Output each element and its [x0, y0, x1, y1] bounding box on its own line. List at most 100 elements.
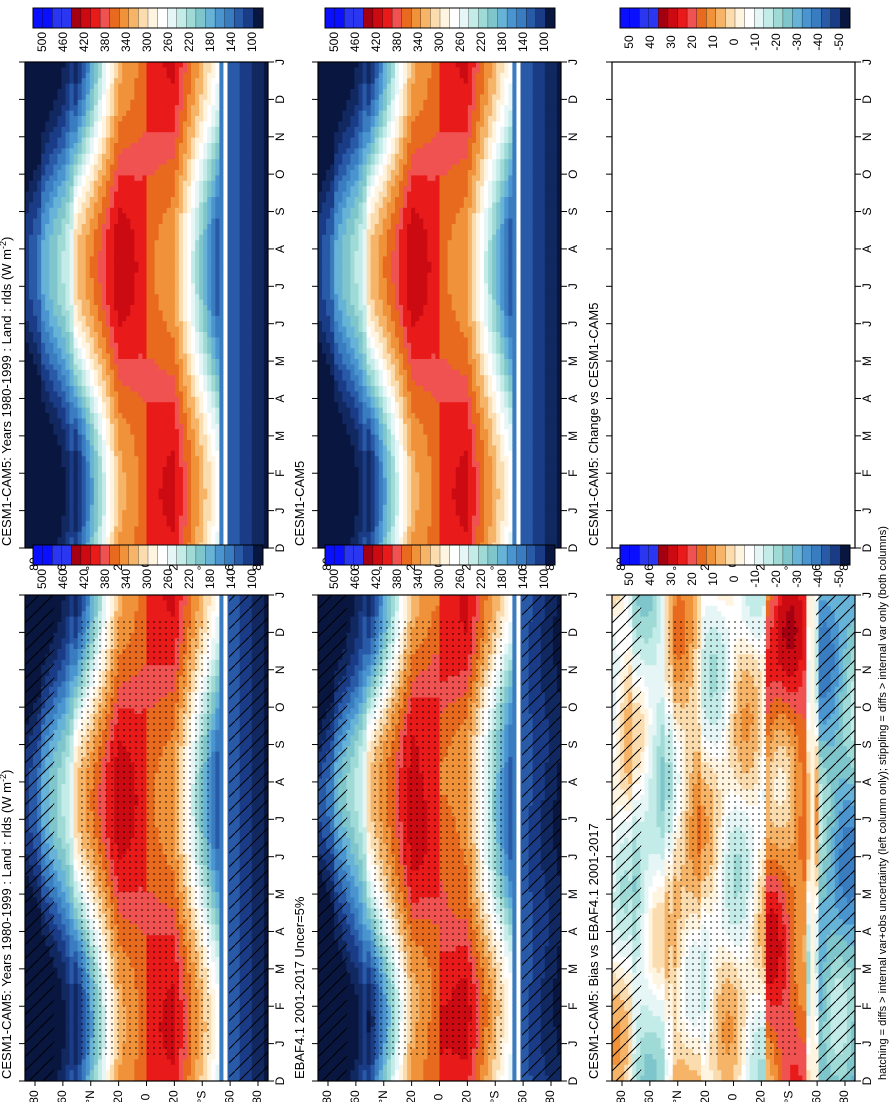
month-tick-label: S	[273, 741, 287, 749]
colorbar-swatch	[497, 544, 508, 566]
colorbar-swatch	[696, 544, 707, 566]
month-tick-label: J	[273, 592, 287, 598]
colorbar-swatch	[629, 7, 640, 29]
colorbar-swatch	[324, 7, 336, 29]
colorbar-swatch	[468, 544, 479, 566]
colorbar-swatch	[363, 544, 374, 566]
colorbar-swatch	[773, 544, 784, 566]
month-tick-label: J	[860, 854, 874, 860]
colorbar-swatch	[243, 544, 254, 566]
heatmap-field	[25, 595, 268, 1081]
colorbar-swatch	[811, 7, 822, 29]
colorbar-swatch	[658, 7, 669, 29]
colorbar-swatch	[119, 7, 130, 29]
month-tick-label: A	[566, 927, 580, 935]
colorbar: 500 460 420 380 340 300 260 220 180 140 100	[324, 7, 556, 52]
panel-2: D J F M A M J J A S O N D J 80 60 °N 20 0 20 °S 60 80 EBAF4.1 2…	[292, 544, 580, 1102]
month-tick-label: J	[860, 592, 874, 598]
panel-title: CESM1-CAM5: Years 1980-1999 : Land : rld…	[0, 237, 14, 546]
lat-tick-label: 80	[250, 1090, 264, 1102]
colorbar-tick-label: 20	[685, 572, 699, 586]
month-tick-label: D	[273, 628, 287, 637]
colorbar-swatch	[80, 7, 91, 29]
colorbar-tick-label: 420	[369, 569, 383, 589]
colorbar-tick-label: 140	[516, 32, 530, 52]
colorbar-swatch	[420, 544, 431, 566]
colorbar-swatch	[391, 7, 403, 29]
colorbar-swatch	[52, 7, 63, 29]
colorbar: 500 460 420 380 340 300 260 220 180 140 100	[324, 544, 556, 589]
month-tick-label: A	[566, 778, 580, 786]
panel-title: CESM1-CAM5: Bias vs EBAF4.1 2001-2017	[586, 823, 601, 1079]
colorbar-tick-label: 300	[140, 569, 154, 589]
colorbar-swatch	[42, 544, 53, 566]
month-tick-label: A	[566, 394, 580, 402]
month-tick-label: A	[860, 245, 874, 253]
colorbar-tick-label: 380	[98, 569, 112, 589]
colorbar-tick-label: -10	[748, 570, 762, 588]
colorbar-swatch	[186, 7, 197, 29]
month-tick-label: M	[273, 964, 287, 974]
lat-tick-label: 20	[111, 1090, 125, 1102]
colorbar-swatch	[526, 544, 537, 566]
month-tick-label: D	[273, 95, 287, 104]
lat-tick-label: 60	[55, 1090, 69, 1102]
panel-title: EBAF4.1 2001-2017 Uncer=5%	[292, 896, 307, 1079]
colorbar-swatch	[840, 544, 851, 566]
colorbar-swatch	[147, 7, 159, 29]
colorbar-tick-label: 180	[203, 569, 217, 589]
colorbar-swatch	[99, 544, 111, 566]
colorbar-swatch	[411, 7, 422, 29]
colorbar-tick-label: 380	[390, 569, 404, 589]
colorbar-swatch	[205, 7, 216, 29]
colorbar-swatch	[71, 7, 82, 29]
colorbar-swatch	[401, 7, 412, 29]
month-tick-label: J	[273, 283, 287, 289]
lat-tick-label: 60	[642, 1090, 656, 1102]
colorbar-swatch	[667, 544, 678, 566]
colorbar-tick-label: 140	[516, 569, 530, 589]
colorbar-swatch	[80, 544, 91, 566]
colorbar-swatch	[478, 544, 489, 566]
colorbar-tick-label: 260	[161, 32, 175, 52]
month-tick-label: J	[860, 816, 874, 822]
colorbar-swatch	[234, 544, 245, 566]
colorbar-tick-label: 100	[537, 569, 551, 589]
colorbar-tick-label: 20	[685, 35, 699, 49]
colorbar-tick-label: 300	[432, 569, 446, 589]
colorbar-swatch	[439, 544, 451, 566]
month-tick-label: J	[860, 59, 874, 65]
colorbar-swatch	[619, 544, 631, 566]
colorbar-swatch	[411, 544, 422, 566]
colorbar-swatch	[176, 544, 187, 566]
colorbar-swatch	[725, 544, 736, 566]
month-tick-label: D	[273, 1076, 287, 1085]
month-tick-label: M	[273, 431, 287, 441]
colorbar-swatch	[32, 544, 44, 566]
month-tick-label: D	[860, 95, 874, 104]
lat-tick-label: 60	[515, 1090, 529, 1102]
month-tick-label: J	[566, 854, 580, 860]
panel-4: DJFMAMJJASONDJ8060°N20020°S6080CESM1-CAM…	[0, 7, 287, 571]
colorbar-swatch	[234, 7, 245, 29]
month-tick-label: O	[273, 169, 287, 178]
colorbar-swatch	[382, 544, 393, 566]
month-tick-label: M	[566, 431, 580, 441]
colorbar-swatch	[840, 7, 851, 29]
stippling-overlay	[371, 619, 506, 1057]
colorbar-tick-label: 0	[727, 575, 741, 582]
colorbar-tick-label: 40	[643, 35, 657, 49]
colorbar-tick-label: 220	[474, 32, 488, 52]
hatching-overlay-south	[816, 595, 855, 1081]
colorbar-swatch	[224, 7, 235, 29]
colorbar-tick-label: 40	[643, 572, 657, 586]
month-tick-label: A	[273, 394, 287, 402]
hatching-overlay-north	[25, 595, 55, 1081]
colorbar-tick-label: -10	[748, 33, 762, 51]
month-tick-label: N	[566, 132, 580, 141]
panel-3: D J F M A M J J A S O N D J 80 60 °N 20 0 20 °S 60 80 CESM1-CAM…	[586, 544, 874, 1102]
month-tick-label: J	[860, 283, 874, 289]
colorbar-tick-label: 340	[411, 569, 425, 589]
colorbar-tick-label: 220	[474, 569, 488, 589]
colorbar-swatch	[138, 544, 149, 566]
